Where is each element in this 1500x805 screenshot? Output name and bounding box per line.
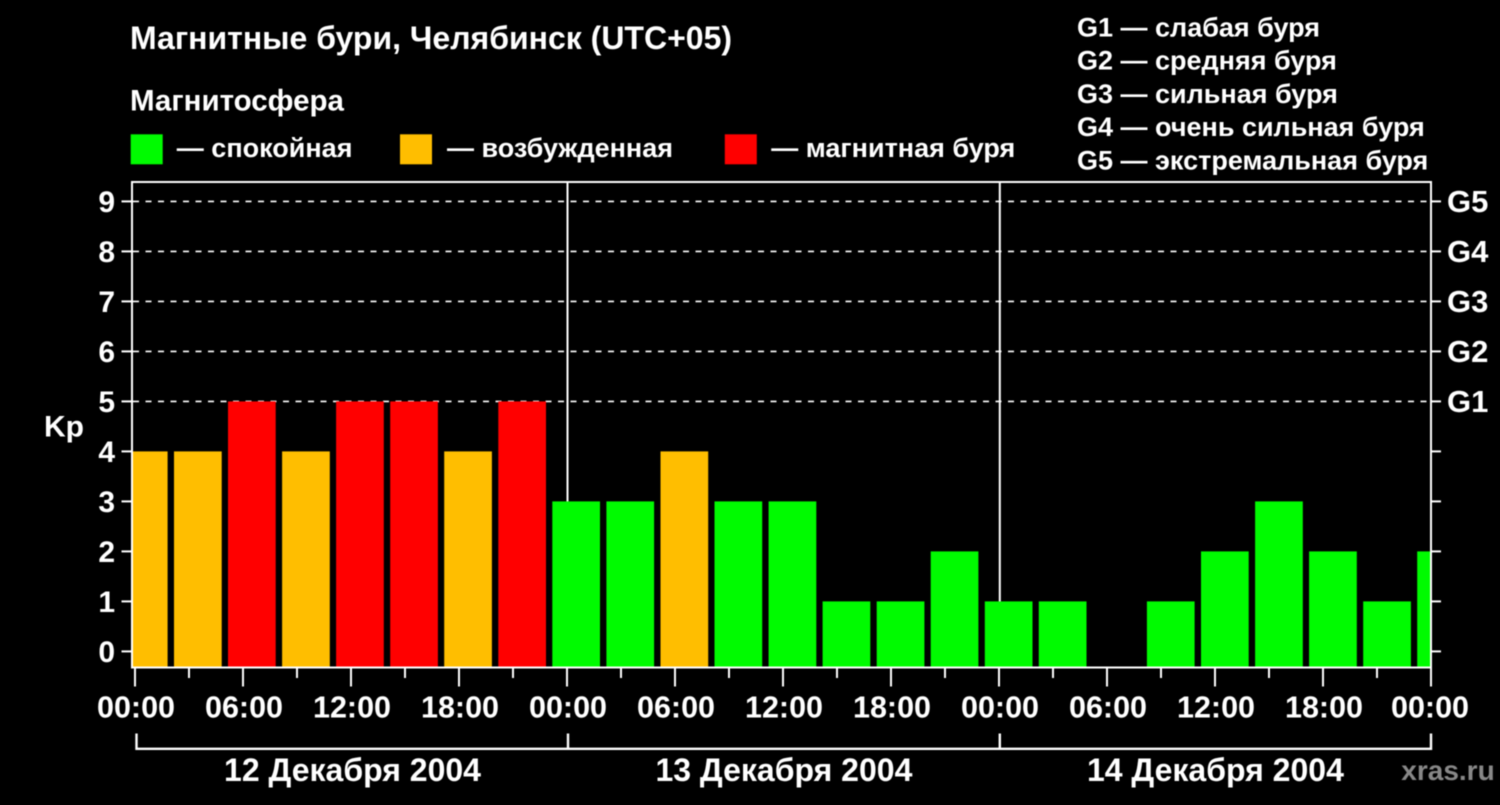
svg-text:06:00: 06:00 [205, 691, 283, 725]
svg-text:12:00: 12:00 [1177, 691, 1255, 725]
svg-text:06:00: 06:00 [1069, 691, 1147, 725]
svg-text:— возбужденная: — возбужденная [447, 133, 673, 163]
svg-text:1: 1 [98, 586, 115, 619]
svg-text:00:00: 00:00 [97, 691, 175, 725]
svg-text:9: 9 [98, 186, 115, 219]
svg-text:00:00: 00:00 [1391, 691, 1469, 725]
svg-text:8: 8 [98, 236, 115, 269]
svg-text:18:00: 18:00 [1285, 691, 1363, 725]
svg-text:0: 0 [98, 636, 115, 669]
svg-text:Магнитосфера: Магнитосфера [130, 85, 345, 118]
svg-text:— магнитная буря: — магнитная буря [771, 133, 1015, 163]
svg-text:6: 6 [98, 336, 115, 369]
svg-text:G3: G3 [1447, 284, 1488, 319]
svg-text:12:00: 12:00 [313, 691, 391, 725]
svg-text:12 Декабря 2004: 12 Декабря 2004 [224, 752, 481, 788]
svg-text:— спокойная: — спокойная [177, 133, 353, 163]
svg-text:G4 — очень сильная буря: G4 — очень сильная буря [1077, 112, 1425, 142]
svg-text:Kp: Kp [44, 411, 84, 444]
svg-text:G2: G2 [1447, 334, 1488, 369]
svg-text:G2 — средняя буря: G2 — средняя буря [1077, 46, 1337, 76]
svg-text:00:00: 00:00 [961, 691, 1039, 725]
svg-text:12:00: 12:00 [745, 691, 823, 725]
svg-text:2: 2 [98, 536, 115, 569]
svg-text:13 Декабря 2004: 13 Декабря 2004 [655, 752, 912, 788]
svg-text:5: 5 [98, 386, 115, 419]
svg-text:4: 4 [98, 436, 115, 469]
svg-text:18:00: 18:00 [853, 691, 931, 725]
svg-text:G1 — слабая буря: G1 — слабая буря [1077, 13, 1320, 43]
svg-text:G5 — экстремальная буря: G5 — экстремальная буря [1077, 145, 1428, 175]
svg-text:06:00: 06:00 [637, 691, 715, 725]
svg-text:xras.ru: xras.ru [1401, 755, 1494, 786]
svg-text:G3 — сильная буря: G3 — сильная буря [1077, 79, 1338, 109]
svg-text:00:00: 00:00 [529, 691, 607, 725]
svg-text:G1: G1 [1447, 384, 1488, 419]
svg-text:18:00: 18:00 [421, 691, 499, 725]
svg-text:G4: G4 [1447, 234, 1489, 269]
svg-text:3: 3 [98, 486, 115, 519]
svg-text:14 Декабря 2004: 14 Декабря 2004 [1087, 752, 1344, 788]
svg-text:7: 7 [98, 286, 115, 319]
svg-text:Магнитные бури, Челябинск (UTC: Магнитные бури, Челябинск (UTC+05) [130, 20, 732, 56]
svg-text:G5: G5 [1447, 184, 1488, 219]
